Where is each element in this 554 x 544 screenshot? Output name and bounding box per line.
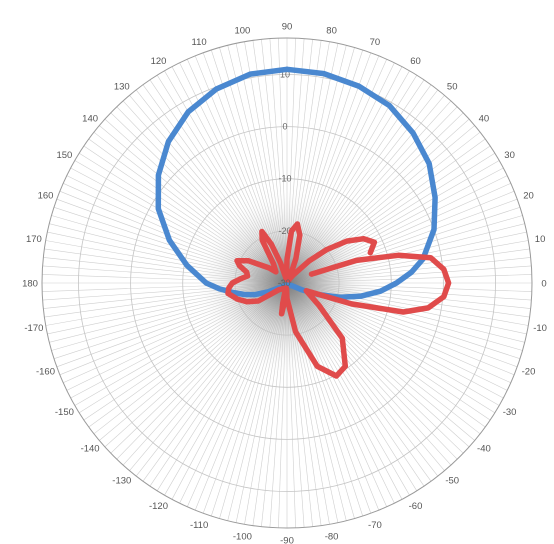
angle-tick-label: -90: [280, 536, 294, 544]
angle-tick-label: 20: [523, 191, 534, 202]
outer-ring: [41, 37, 533, 529]
angle-tick-label: -100: [233, 532, 252, 543]
angle-tick-label: 140: [82, 113, 98, 124]
angle-tick-label: 100: [234, 25, 250, 36]
angle-tick-label: 170: [26, 234, 42, 245]
series-2-trace: [225, 221, 452, 379]
angle-tick-label: 120: [151, 56, 167, 67]
angle-tick-label: 110: [192, 37, 207, 48]
angle-tick-label: 90: [282, 22, 293, 33]
radial-tick-label: 10: [280, 70, 290, 80]
series-traces: [155, 66, 452, 379]
angle-tick-label: -170: [24, 323, 43, 334]
angle-tick-label: 130: [114, 82, 130, 93]
angle-tick-label: 10: [535, 234, 546, 245]
center-tick-label: -30: [277, 278, 290, 288]
grid-ring: [78, 74, 496, 492]
angle-tick-labels: 90 80706050403020100-10-20-30-40-50-60-70…: [22, 22, 547, 544]
angle-tick-label: -60: [409, 501, 423, 512]
angle-tick-label: -80: [325, 532, 339, 543]
angle-tick-label: -10: [533, 323, 547, 334]
angle-tick-label: 50: [447, 82, 458, 93]
angle-tick-label: -70: [368, 520, 382, 531]
angle-tick-label: 30: [504, 150, 515, 161]
radial-tick-label: -20: [278, 226, 291, 236]
angle-tick-label: -150: [55, 407, 74, 418]
angle-tick-label: -50: [445, 475, 459, 486]
angle-tick-label: 60: [410, 56, 421, 67]
angle-tick-label: -40: [477, 444, 491, 455]
angle-tick-label: 160: [38, 191, 54, 202]
angle-tick-label: 0: [541, 279, 546, 290]
grid-ring: [130, 126, 444, 440]
angle-tick-label: 70: [370, 37, 381, 48]
angle-tick-label: 40: [479, 113, 490, 124]
radial-tick-label: -10: [278, 174, 291, 184]
angle-tick-label: 180: [22, 279, 38, 290]
angle-tick-label: -20: [522, 366, 536, 377]
angle-tick-label: -140: [81, 444, 100, 455]
angle-tick-label: -110: [190, 520, 208, 531]
angle-tick-label: 80: [326, 25, 337, 36]
angle-tick-label: -120: [149, 501, 168, 512]
angle-tick-label: -30: [503, 407, 517, 418]
series-1-trace: [155, 66, 438, 300]
angle-tick-label: -130: [112, 475, 131, 486]
angle-tick-label: 150: [56, 150, 72, 161]
angle-tick-label: -160: [36, 366, 55, 377]
radial-tick-label: 0: [282, 122, 287, 132]
